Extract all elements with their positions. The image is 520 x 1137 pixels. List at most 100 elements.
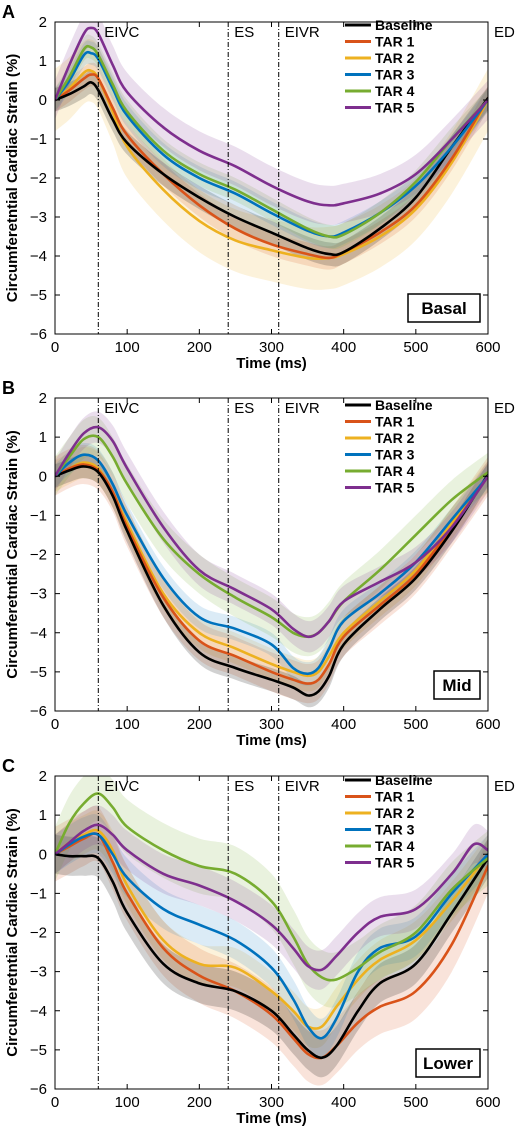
panel-c: EIVC ES EIVR ED 0 100 200 300 400 500 600 −6 −5 −4 −3 −…: [2, 756, 515, 1127]
x-tick-label: 600: [475, 339, 500, 356]
region-label: Lower: [423, 1054, 473, 1073]
series-line-tar-5: [55, 823, 488, 972]
legend-label: TAR 5: [375, 100, 415, 116]
y-tick-label: −3: [30, 209, 47, 226]
series-line-tar-5: [55, 26, 488, 207]
plot-area: [55, 411, 488, 708]
legend-label: TAR 2: [375, 430, 415, 446]
legend-label: TAR 1: [375, 34, 415, 50]
y-tick-label: −6: [30, 1081, 47, 1098]
x-tick-label: 500: [403, 339, 428, 356]
event-label-es: ES: [234, 400, 254, 417]
legend-label: TAR 5: [375, 480, 415, 496]
series-line-baseline: [55, 81, 488, 257]
x-tick-label: 500: [403, 1094, 428, 1111]
legend-label: TAR 3: [375, 822, 415, 838]
y-tick-label: 2: [39, 14, 47, 31]
event-label-ed: ED: [494, 778, 515, 795]
x-axis-label: Time (ms): [236, 732, 307, 749]
x-tick-label: 300: [259, 716, 284, 733]
x-tick-label: 0: [51, 1094, 59, 1111]
y-tick-label: −4: [30, 1003, 47, 1020]
band-tar-4: [55, 776, 488, 1008]
region-label: Basal: [421, 299, 466, 318]
series-line-tar-4: [55, 44, 488, 239]
region-box: [433, 670, 481, 700]
x-tick-label: 600: [475, 1094, 500, 1111]
y-axis-label: Circumferetntial Cardiac Strain (%): [4, 808, 21, 1056]
y-tick-label: −3: [30, 586, 47, 603]
series-line-tar-1: [55, 73, 488, 260]
y-tick-label: −1: [30, 885, 47, 902]
legend-label: TAR 1: [375, 789, 415, 805]
legend-label: Baseline: [375, 397, 433, 413]
x-tick-label: 300: [259, 339, 284, 356]
y-tick-label: −6: [30, 326, 47, 343]
region-box: [407, 293, 481, 323]
y-tick-label: 1: [39, 429, 47, 446]
y-tick-label: −4: [30, 625, 47, 642]
y-tick-label: 2: [39, 768, 47, 785]
y-tick-label: 0: [39, 846, 47, 863]
x-tick-label: 200: [187, 716, 212, 733]
y-tick-label: −1: [30, 507, 47, 524]
panel-a: EIVC ES EIVR ED 0 100 200 300 400 500 600 −6 −5 −4 −3 −…: [2, 2, 515, 372]
x-axis-label: Time (ms): [236, 355, 307, 372]
y-tick-label: −2: [30, 925, 47, 942]
band-tar-1: [55, 805, 488, 1086]
panel-letter: C: [2, 756, 15, 776]
region-label: Mid: [442, 676, 471, 695]
event-label-eivc: EIVC: [104, 24, 139, 41]
legend-label: TAR 1: [375, 414, 415, 430]
y-tick-label: −2: [30, 170, 47, 187]
x-tick-label: 100: [115, 1094, 140, 1111]
x-tick-label: 400: [331, 339, 356, 356]
y-tick-label: 0: [39, 92, 47, 109]
x-tick-label: 500: [403, 716, 428, 733]
x-tick-label: 600: [475, 716, 500, 733]
legend-label: TAR 4: [375, 838, 415, 854]
x-tick-label: 0: [51, 339, 59, 356]
legend-label: TAR 3: [375, 67, 415, 83]
y-tick-label: −6: [30, 703, 47, 720]
plot-area: [55, 776, 488, 1086]
x-tick-label: 200: [187, 1094, 212, 1111]
plot-area: [55, 22, 488, 290]
panel-b: EIVC ES EIVR ED 0 100 200 300 400 500 600 −6 −5 −4 −3 −…: [2, 378, 515, 749]
y-tick-label: −4: [30, 248, 47, 265]
y-tick-label: 1: [39, 53, 47, 70]
x-tick-label: 400: [331, 716, 356, 733]
y-tick-label: −1: [30, 131, 47, 148]
y-tick-label: −2: [30, 547, 47, 564]
band-tar-5: [55, 22, 488, 225]
y-tick-label: −5: [30, 287, 47, 304]
y-axis-label: Circumferetntial Cardiac Strain (%): [4, 430, 21, 678]
legend-label: TAR 4: [375, 463, 415, 479]
series-line-tar-2: [55, 68, 488, 260]
y-tick-label: −5: [30, 1042, 47, 1059]
y-tick-label: 0: [39, 468, 47, 485]
legend-label: Baseline: [375, 772, 433, 788]
band-baseline: [55, 70, 488, 267]
region-box: [415, 1048, 481, 1078]
event-label-es: ES: [234, 778, 254, 795]
x-tick-label: 100: [115, 339, 140, 356]
event-label-eivr: EIVR: [285, 24, 320, 41]
panel-letter: B: [2, 378, 15, 398]
panel-letter: A: [2, 2, 15, 22]
legend-label: TAR 2: [375, 50, 415, 66]
x-axis-label: Time (ms): [236, 1110, 307, 1127]
y-axis-label: Circumferetntial Cardiac Strain (%): [4, 54, 21, 302]
event-label-ed: ED: [494, 24, 515, 41]
event-label-eivr: EIVR: [285, 778, 320, 795]
x-tick-label: 100: [115, 716, 140, 733]
series-line-tar-4: [55, 434, 488, 638]
legend-label: TAR 4: [375, 83, 415, 99]
event-label-ed: ED: [494, 400, 515, 417]
legend-label: Baseline: [375, 17, 433, 33]
series-line-tar-3: [55, 832, 488, 1040]
